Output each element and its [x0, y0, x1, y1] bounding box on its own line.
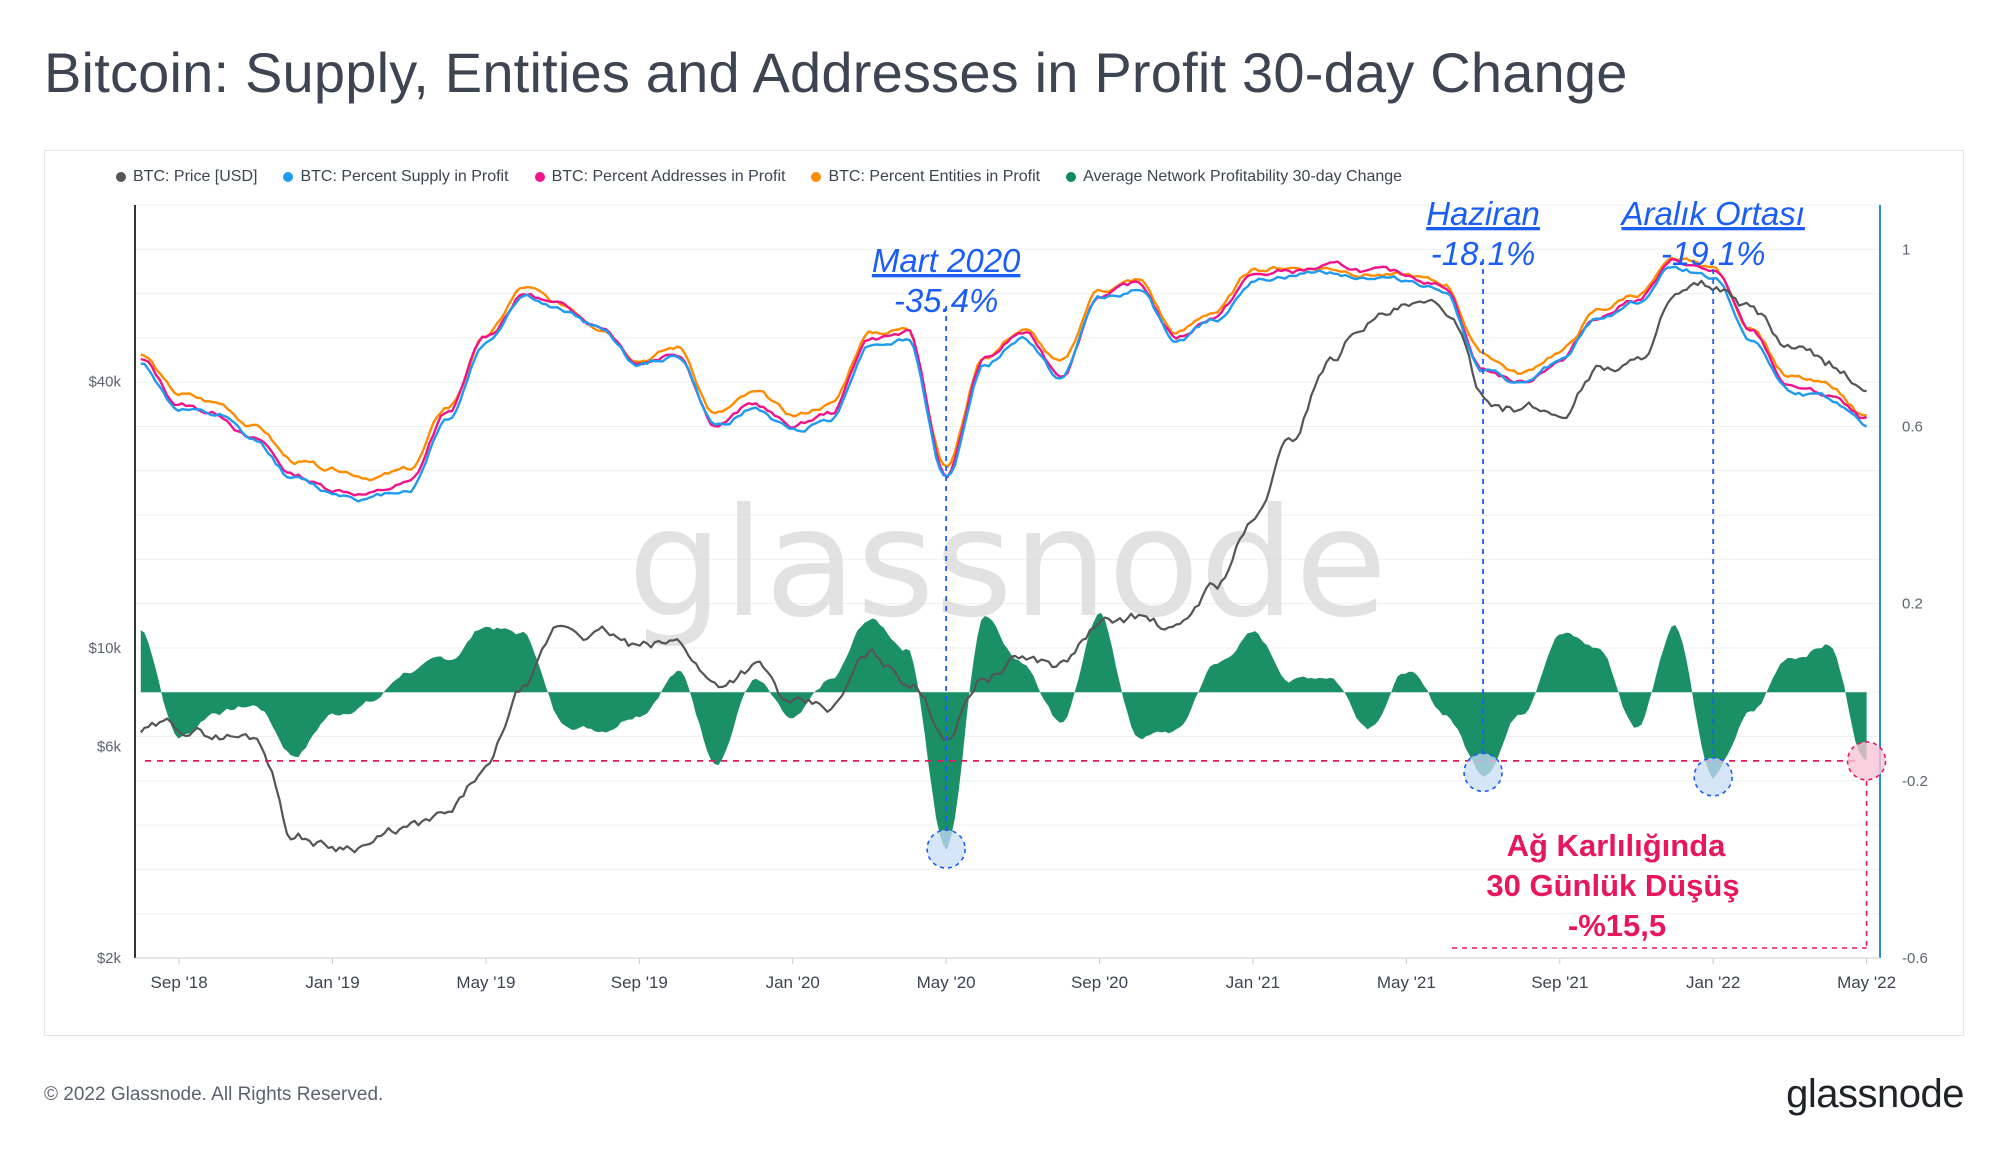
right-axis-tick-label: -0.2 — [1902, 773, 1928, 790]
glassnode-logo: glassnode — [1786, 1072, 1964, 1116]
x-axis-tick-label: Jan '21 — [1226, 973, 1280, 992]
callout: Ağ Karlılığında 30 Günlük Düşüş -%15,5 — [1452, 741, 1887, 949]
legend-dot-price — [116, 172, 126, 182]
legend-label-addresses: BTC: Percent Addresses in Profit — [551, 168, 786, 185]
legend-item-supply[interactable]: BTC: Percent Supply in Profit — [283, 168, 509, 186]
x-axis-tick-label: Sep '18 — [151, 973, 208, 992]
x-axis-tick-label: Jan '22 — [1686, 973, 1740, 992]
watermark-text: glassnode — [628, 477, 1387, 651]
series-line-addresses — [140, 258, 1867, 497]
left-axis-tick-label: $6k — [97, 739, 122, 756]
x-axis-ticks: Sep '18 Jan '19 May '19 Sep '19 Jan '20 May '… — [151, 958, 1896, 992]
legend-label-profitability: Average Network Profitability 30-day Cha… — [1083, 168, 1403, 185]
legend-item-entities[interactable]: BTC: Percent Entities in Profit — [811, 168, 1040, 186]
copyright-notice: © 2022 Glassnode. All Rights Reserved. — [44, 1084, 384, 1105]
legend-label-supply: BTC: Percent Supply in Profit — [300, 168, 509, 185]
series-line-supply — [140, 265, 1868, 503]
right-axis-tick-label: 0.2 — [1902, 596, 1923, 613]
legend-item-price[interactable]: BTC: Price [USD] — [116, 168, 257, 186]
annotation-value: -35.4% — [894, 282, 999, 319]
x-axis-tick-label: May '22 — [1837, 973, 1896, 992]
series-area-profitability — [140, 613, 1867, 849]
annotation-title: Mart 2020 — [872, 242, 1021, 279]
annotation-marker — [1693, 757, 1733, 797]
chart-frame — [44, 150, 1964, 1036]
callout-text-line: 30 Günlük Düşüş — [1486, 868, 1739, 903]
legend-item-addresses[interactable]: BTC: Percent Addresses in Profit — [534, 168, 786, 186]
annotation-marker — [926, 829, 966, 869]
annotation-title: Haziran — [1426, 195, 1540, 232]
legend-label-entities: BTC: Percent Entities in Profit — [828, 168, 1041, 185]
callout-marker — [1846, 741, 1887, 781]
x-axis-tick-label: May '19 — [456, 973, 515, 992]
left-axis-ticks: $2k $6k $10k $40k — [88, 373, 121, 967]
series-line-entities — [140, 256, 1867, 482]
series-line-price — [139, 279, 1867, 854]
chart-legend: BTC: Price [USD] BTC: Percent Supply in … — [116, 166, 1402, 188]
x-axis-tick-label: Sep '21 — [1531, 973, 1588, 992]
left-axis-tick-label: $2k — [97, 950, 122, 967]
right-axis-tick-label: 0.6 — [1902, 418, 1923, 435]
legend-dot-addresses — [534, 172, 545, 182]
page-title: Bitcoin: Supply, Entities and Addresses … — [44, 41, 1628, 104]
x-axis-tick-label: May '20 — [917, 973, 976, 992]
right-axis-tick-label: -0.6 — [1902, 950, 1928, 967]
left-axis-tick-label: $40k — [88, 373, 121, 390]
left-axis-tick-label: $10k — [88, 640, 121, 657]
annotation-title: Aralık Ortası — [1619, 195, 1804, 232]
legend-dot-profitability — [1066, 172, 1077, 182]
legend-label-price: BTC: Price [USD] — [133, 168, 258, 185]
x-axis-tick-label: Sep '20 — [1071, 973, 1128, 992]
right-axis-ticks: 1 0.6 0.2 -0.2 -0.6 — [1902, 241, 1928, 967]
legend-dot-entities — [811, 172, 822, 182]
legend-dot-supply — [283, 172, 294, 182]
annotation-value: -18.1% — [1431, 235, 1536, 272]
callout-text-line: Ağ Karlılığında — [1507, 828, 1727, 863]
x-axis-tick-label: Sep '19 — [611, 973, 668, 992]
annotations: Mart 2020-35.4% Haziran-18.1% Aralık Ortas… — [872, 195, 1805, 869]
annotation-marker — [1463, 752, 1503, 793]
right-axis-tick-label: 1 — [1902, 241, 1910, 258]
x-axis-tick-label: May '21 — [1377, 973, 1436, 992]
callout-text-line: -%15,5 — [1568, 908, 1666, 943]
legend-item-profitability[interactable]: Average Network Profitability 30-day Cha… — [1066, 168, 1402, 186]
x-axis-tick-label: Jan '20 — [766, 973, 820, 992]
x-axis-tick-label: Jan '19 — [305, 973, 359, 992]
chart-gridlines — [135, 204, 1880, 959]
annotation-value: -19.1% — [1661, 235, 1766, 272]
